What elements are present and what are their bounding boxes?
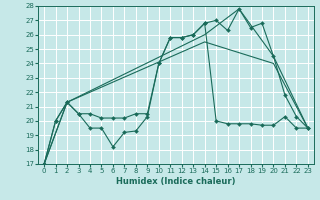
- X-axis label: Humidex (Indice chaleur): Humidex (Indice chaleur): [116, 177, 236, 186]
